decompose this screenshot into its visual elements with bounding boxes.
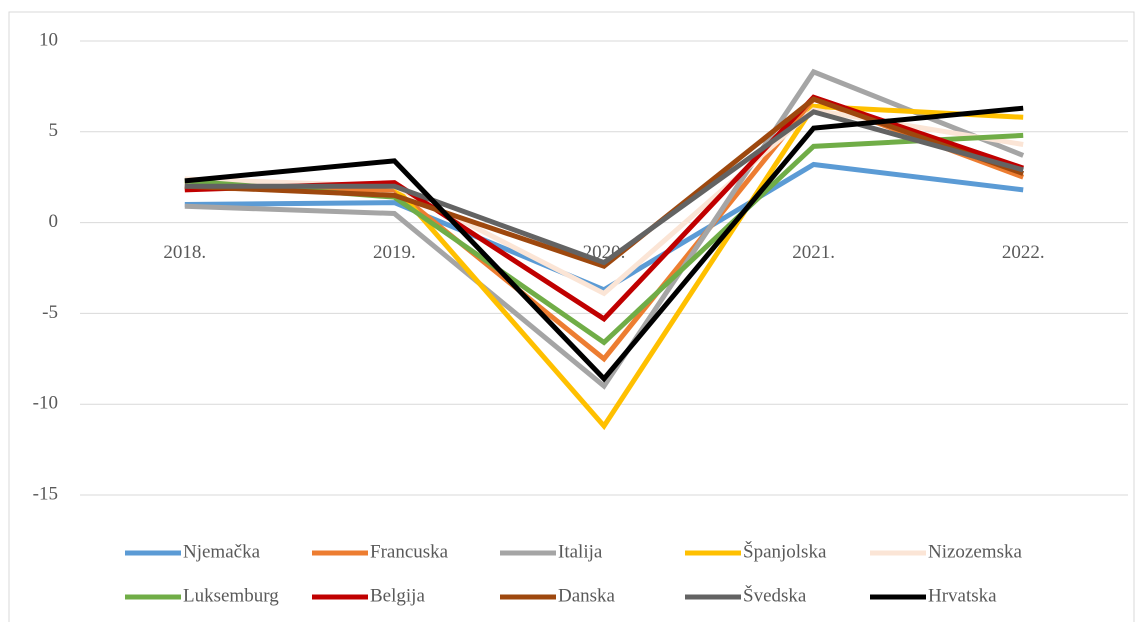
x-tick-label: 2022. bbox=[1002, 242, 1045, 263]
legend-label: Italija bbox=[558, 541, 603, 562]
x-tick-label: 2018. bbox=[163, 242, 206, 263]
y-tick-label: -15 bbox=[33, 483, 58, 504]
y-tick-label: 0 bbox=[49, 211, 59, 232]
legend-label: Njemačka bbox=[183, 541, 261, 562]
legend-label: Francuska bbox=[370, 541, 449, 562]
series-line bbox=[184, 68, 1025, 390]
legend-label: Španjolska bbox=[743, 540, 827, 562]
y-tick-label: 10 bbox=[39, 29, 58, 50]
legend-label: Hrvatska bbox=[928, 585, 997, 606]
legend-label: Nizozemska bbox=[928, 541, 1022, 562]
legend-label: Luksemburg bbox=[183, 585, 279, 606]
legend-label: Danska bbox=[558, 585, 616, 606]
y-tick-label: -10 bbox=[33, 393, 58, 414]
y-tick-label: -5 bbox=[42, 302, 58, 323]
series-line bbox=[184, 105, 1024, 383]
legend-label: Švedska bbox=[743, 584, 807, 606]
series-line bbox=[184, 109, 1024, 266]
chart-frame bbox=[8, 11, 1135, 622]
x-tick-label: 2019. bbox=[373, 242, 416, 263]
x-tick-label: 2021. bbox=[792, 242, 835, 263]
y-tick-label: 5 bbox=[49, 120, 59, 141]
legend-label: Belgija bbox=[370, 585, 425, 606]
series-line bbox=[184, 161, 1024, 293]
